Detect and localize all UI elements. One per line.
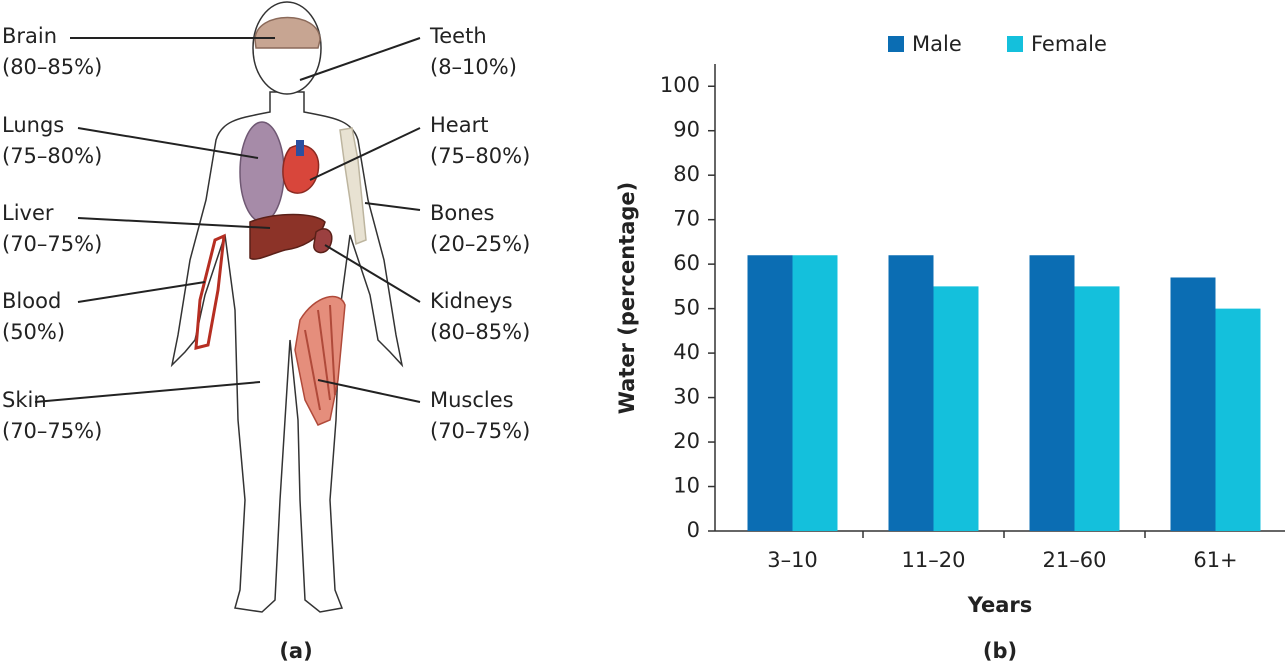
y-tick-label: 20: [673, 429, 700, 453]
y-tick-label: 90: [673, 118, 700, 142]
organ-name: Blood: [2, 289, 61, 313]
organ-water: (80–85%): [430, 320, 530, 344]
panel-caption: (a): [279, 639, 312, 663]
bar: [1029, 255, 1075, 531]
leader-line: [34, 381, 261, 403]
x-tick-label: 61+: [1193, 548, 1237, 572]
organ-name: Liver: [2, 201, 54, 225]
y-tick-label: 70: [673, 207, 700, 231]
y-tick-label: 10: [673, 474, 700, 498]
leader-line: [309, 127, 421, 181]
bar: [747, 255, 793, 531]
y-axis-label: Water (percentage): [615, 182, 639, 415]
bar: [1170, 277, 1216, 531]
x-tick-label: 11–20: [902, 548, 966, 572]
organ-water: (8–10%): [430, 55, 517, 79]
leader-line: [324, 244, 421, 303]
y-tick-label: 30: [673, 385, 700, 409]
organ-labels: Brain (80–85%) Teeth (8–10%) Lungs (75–80%) He…: [2, 24, 530, 443]
organ-name: Teeth: [429, 24, 487, 48]
organ-water: (50%): [2, 320, 65, 344]
x-tick-label: 21–60: [1043, 548, 1107, 572]
leader-line: [299, 37, 421, 81]
y-tick-label: 60: [673, 251, 700, 275]
legend-label: Male: [912, 32, 962, 56]
y-tick-label: 0: [687, 518, 700, 542]
bar: [888, 255, 934, 531]
organ-name: Lungs: [2, 113, 64, 137]
bar: [1074, 286, 1120, 531]
legend-swatch: [1007, 36, 1023, 52]
bar: [792, 255, 838, 531]
y-tick-label: 100: [660, 73, 700, 97]
organ-water: (20–25%): [430, 232, 530, 256]
leader-line: [317, 379, 421, 403]
body-illustration: [170, 1, 404, 613]
y-tick-label: 40: [673, 340, 700, 364]
bar: [933, 286, 979, 531]
organ-water: (80–85%): [2, 55, 102, 79]
leader-line: [77, 127, 259, 159]
organ-water: (70–75%): [2, 232, 102, 256]
organ-name: Skin: [2, 388, 47, 412]
legend-label: Female: [1031, 32, 1107, 56]
organ-name: Bones: [430, 201, 494, 225]
leader-lines: [34, 37, 421, 403]
bar: [1215, 308, 1261, 531]
organ-name: Muscles: [430, 388, 514, 412]
y-tick-label: 50: [673, 296, 700, 320]
x-axis-label: Years: [967, 593, 1033, 617]
organ-name: Brain: [2, 24, 57, 48]
organ-water: (75–80%): [2, 144, 102, 168]
legend-swatch: [888, 36, 904, 52]
organ-water: (70–75%): [2, 419, 102, 443]
x-tick-label: 3–10: [767, 548, 818, 572]
organ-water: (70–75%): [430, 419, 530, 443]
leader-line: [364, 202, 421, 211]
leader-line: [77, 281, 206, 303]
panel-caption: (b): [983, 639, 1017, 663]
y-tick-label: 80: [673, 162, 700, 186]
organ-name: Kidneys: [430, 289, 513, 313]
organ-name: Heart: [430, 113, 488, 137]
leader-line: [77, 217, 271, 229]
organ-water: (75–80%): [430, 144, 530, 168]
